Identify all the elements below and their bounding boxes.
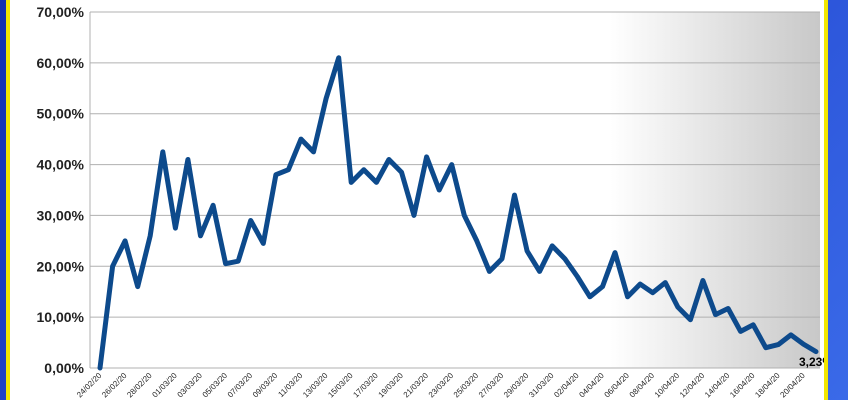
x-tick-label: 07/03/20 bbox=[226, 371, 255, 400]
x-tick-label: 09/03/20 bbox=[251, 371, 280, 400]
y-tick-label: 60,00% bbox=[37, 55, 85, 71]
x-tick-label: 26/02/20 bbox=[100, 371, 129, 400]
x-tick-label: 28/02/20 bbox=[125, 371, 154, 400]
x-tick-label: 03/03/20 bbox=[176, 371, 205, 400]
x-tick-label: 15/03/20 bbox=[326, 371, 355, 400]
x-tick-label: 20/04/20 bbox=[778, 371, 807, 400]
last-value-label: 3,23% bbox=[799, 355, 824, 369]
y-tick-label: 50,00% bbox=[37, 106, 85, 122]
x-tick-label: 16/04/20 bbox=[728, 371, 757, 400]
x-tick-label: 23/03/20 bbox=[427, 371, 456, 400]
x-tick-label: 14/04/20 bbox=[703, 371, 732, 400]
chart-panel: 0,00% 10,00% 20,00% 30,00% 40,00% 50,00% 60,00… bbox=[6, 0, 828, 400]
x-tick-label: 18/04/20 bbox=[753, 371, 782, 400]
y-tick-label: 70,00% bbox=[37, 4, 85, 20]
x-axis-ticks: 24/02/2026/02/2028/02/2001/03/2003/03/20… bbox=[75, 371, 807, 400]
line-chart: 0,00% 10,00% 20,00% 30,00% 40,00% 50,00% 60,00… bbox=[37, 4, 824, 400]
x-tick-label: 01/03/20 bbox=[150, 371, 179, 400]
x-tick-label: 11/03/20 bbox=[276, 371, 304, 399]
y-tick-label: 20,00% bbox=[37, 258, 85, 274]
series-line bbox=[97, 55, 819, 371]
y-tick-label: 40,00% bbox=[37, 157, 85, 173]
x-tick-label: 13/03/20 bbox=[301, 371, 330, 400]
x-tick-label: 05/03/20 bbox=[201, 371, 230, 400]
x-tick-label: 31/03/20 bbox=[527, 371, 556, 400]
x-tick-label: 10/04/20 bbox=[653, 371, 682, 400]
x-tick-label: 02/04/20 bbox=[552, 371, 581, 400]
x-tick-label: 27/03/20 bbox=[477, 371, 506, 400]
x-tick-label: 25/03/20 bbox=[452, 371, 481, 400]
x-tick-label: 17/03/20 bbox=[351, 371, 380, 400]
x-tick-label: 12/04/20 bbox=[678, 371, 707, 400]
gridlines bbox=[89, 11, 820, 369]
y-tick-label: 0,00% bbox=[44, 360, 84, 376]
y-tick-label: 30,00% bbox=[37, 207, 85, 223]
y-tick-label: 10,00% bbox=[37, 309, 85, 325]
x-tick-label: 06/04/20 bbox=[603, 371, 632, 400]
x-tick-label: 04/04/20 bbox=[577, 371, 606, 400]
x-tick-label: 08/04/20 bbox=[628, 371, 657, 400]
x-tick-label: 21/03/20 bbox=[402, 371, 431, 400]
x-tick-label: 19/03/20 bbox=[377, 371, 406, 400]
x-tick-label: 29/03/20 bbox=[502, 371, 531, 400]
y-axis-ticks: 0,00% 10,00% 20,00% 30,00% 40,00% 50,00% 60,00… bbox=[37, 4, 85, 376]
